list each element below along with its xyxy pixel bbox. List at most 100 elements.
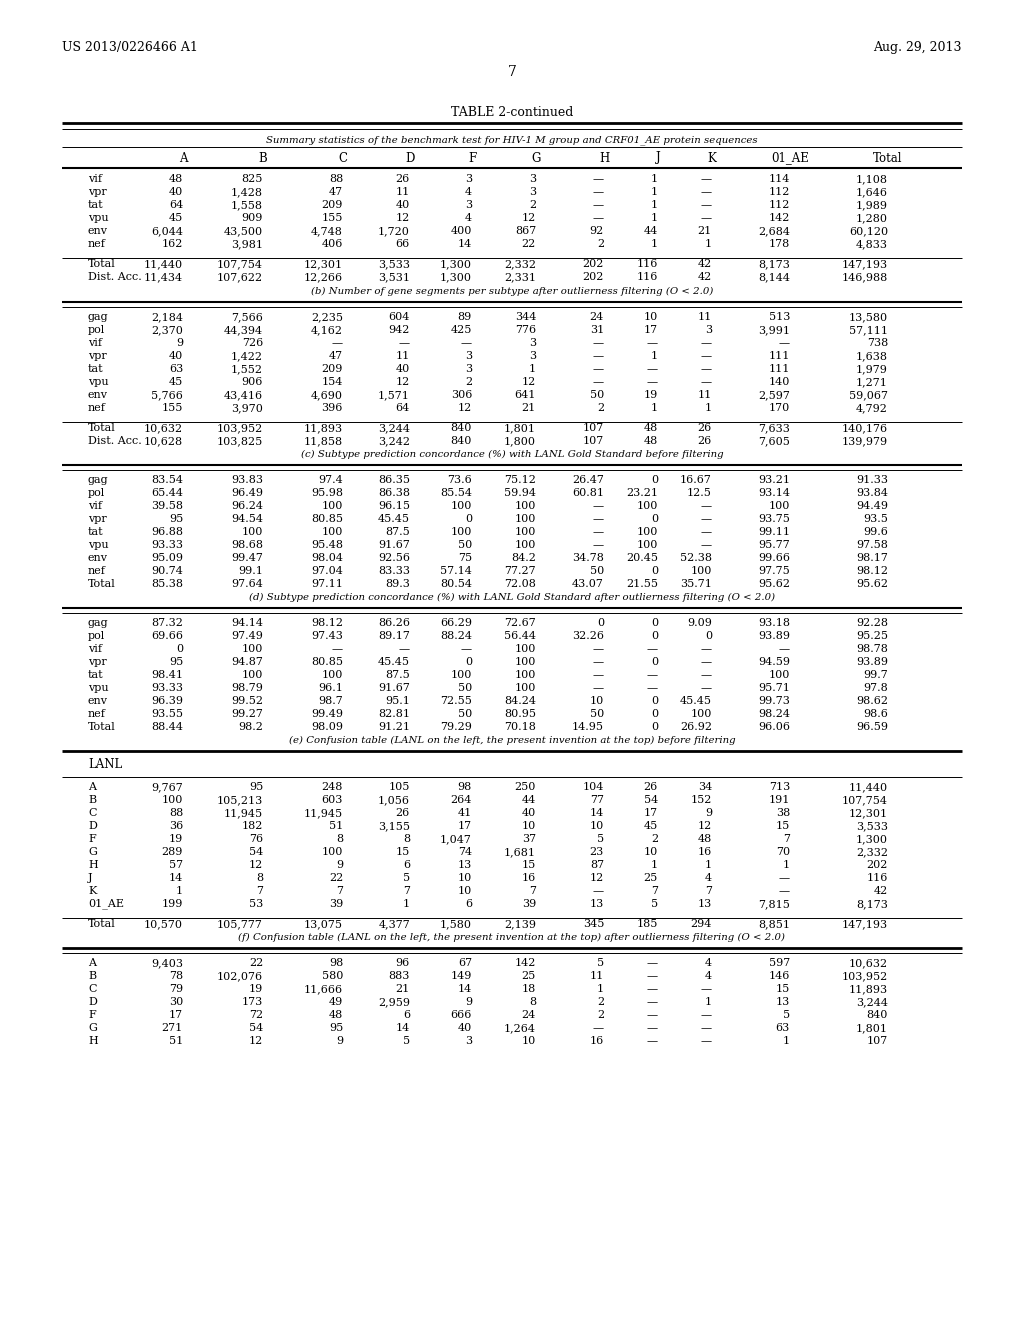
Text: —: — xyxy=(593,502,604,511)
Text: 97.04: 97.04 xyxy=(311,566,343,576)
Text: 2,370: 2,370 xyxy=(152,325,183,335)
Text: 97.75: 97.75 xyxy=(758,566,790,576)
Text: 98.12: 98.12 xyxy=(311,618,343,628)
Text: 294: 294 xyxy=(690,919,712,929)
Text: —: — xyxy=(399,338,410,348)
Text: 13: 13 xyxy=(697,899,712,909)
Text: 1,681: 1,681 xyxy=(504,847,536,857)
Text: 1: 1 xyxy=(651,201,658,210)
Text: vpr: vpr xyxy=(88,187,106,197)
Text: (c) Subtype prediction concordance (%) with LANL Gold Standard before filtering: (c) Subtype prediction concordance (%) w… xyxy=(301,449,723,458)
Text: 100: 100 xyxy=(515,540,536,550)
Text: 147,193: 147,193 xyxy=(842,919,888,929)
Text: 93.89: 93.89 xyxy=(856,657,888,667)
Text: 3,533: 3,533 xyxy=(856,821,888,832)
Text: 0: 0 xyxy=(705,631,712,642)
Text: 98: 98 xyxy=(329,958,343,968)
Text: 1,271: 1,271 xyxy=(856,378,888,387)
Text: 99.49: 99.49 xyxy=(311,709,343,719)
Text: —: — xyxy=(779,886,790,896)
Text: 170: 170 xyxy=(769,403,790,413)
Text: —: — xyxy=(593,338,604,348)
Text: —: — xyxy=(700,513,712,524)
Text: 5,766: 5,766 xyxy=(152,389,183,400)
Text: 47: 47 xyxy=(329,351,343,360)
Text: 140: 140 xyxy=(769,378,790,387)
Text: 105: 105 xyxy=(389,781,410,792)
Text: 94.87: 94.87 xyxy=(231,657,263,667)
Text: 107,754: 107,754 xyxy=(842,795,888,805)
Text: —: — xyxy=(700,1023,712,1034)
Text: 100: 100 xyxy=(242,527,263,537)
Text: C: C xyxy=(88,983,96,994)
Text: 93.5: 93.5 xyxy=(863,513,888,524)
Text: 116: 116 xyxy=(637,259,658,269)
Text: (e) Confusion table (LANL on the left, the present invention at the top) before : (e) Confusion table (LANL on the left, t… xyxy=(289,735,735,744)
Text: 39: 39 xyxy=(522,899,536,909)
Text: 10,570: 10,570 xyxy=(144,919,183,929)
Text: 95.62: 95.62 xyxy=(856,579,888,589)
Text: 9,403: 9,403 xyxy=(151,958,183,968)
Text: 97.64: 97.64 xyxy=(231,579,263,589)
Text: 114: 114 xyxy=(769,174,790,183)
Text: —: — xyxy=(647,378,658,387)
Text: 93.14: 93.14 xyxy=(758,488,790,498)
Text: 45: 45 xyxy=(169,378,183,387)
Text: 69.66: 69.66 xyxy=(151,631,183,642)
Text: 93.18: 93.18 xyxy=(758,618,790,628)
Text: —: — xyxy=(593,201,604,210)
Text: C: C xyxy=(88,808,96,818)
Text: 01_AE: 01_AE xyxy=(88,899,124,909)
Text: 98.09: 98.09 xyxy=(311,722,343,733)
Text: 666: 666 xyxy=(451,1010,472,1020)
Text: —: — xyxy=(700,682,712,693)
Text: 12,301: 12,301 xyxy=(304,259,343,269)
Text: 19: 19 xyxy=(644,389,658,400)
Text: 14: 14 xyxy=(458,239,472,249)
Text: 11,893: 11,893 xyxy=(849,983,888,994)
Text: J: J xyxy=(88,873,92,883)
Text: 89.17: 89.17 xyxy=(378,631,410,642)
Text: —: — xyxy=(399,644,410,653)
Text: 59,067: 59,067 xyxy=(849,389,888,400)
Text: —: — xyxy=(700,187,712,197)
Text: 96.59: 96.59 xyxy=(856,722,888,733)
Text: 98.24: 98.24 xyxy=(758,709,790,719)
Text: 12: 12 xyxy=(395,213,410,223)
Text: 98.2: 98.2 xyxy=(239,722,263,733)
Text: Aug. 29, 2013: Aug. 29, 2013 xyxy=(873,41,962,54)
Text: 11,440: 11,440 xyxy=(144,259,183,269)
Text: 99.73: 99.73 xyxy=(758,696,790,706)
Text: 17: 17 xyxy=(644,325,658,335)
Text: 70.18: 70.18 xyxy=(504,722,536,733)
Text: 13,580: 13,580 xyxy=(849,312,888,322)
Text: 21: 21 xyxy=(697,226,712,236)
Text: 95.62: 95.62 xyxy=(758,579,790,589)
Text: 112: 112 xyxy=(769,201,790,210)
Text: 43,416: 43,416 xyxy=(224,389,263,400)
Text: 75: 75 xyxy=(458,553,472,564)
Text: gag: gag xyxy=(88,312,109,322)
Text: 100: 100 xyxy=(515,527,536,537)
Text: 3: 3 xyxy=(465,364,472,374)
Text: 19: 19 xyxy=(169,834,183,843)
Text: 2,597: 2,597 xyxy=(758,389,790,400)
Text: 40: 40 xyxy=(522,808,536,818)
Text: env: env xyxy=(88,226,108,236)
Text: —: — xyxy=(593,187,604,197)
Text: 11,893: 11,893 xyxy=(304,422,343,433)
Text: 15: 15 xyxy=(522,861,536,870)
Text: vif: vif xyxy=(88,502,102,511)
Text: 44: 44 xyxy=(644,226,658,236)
Text: 59.94: 59.94 xyxy=(504,488,536,498)
Text: 57.14: 57.14 xyxy=(440,566,472,576)
Text: —: — xyxy=(647,1023,658,1034)
Text: 73.6: 73.6 xyxy=(447,475,472,484)
Text: H: H xyxy=(88,1036,97,1045)
Text: 95: 95 xyxy=(329,1023,343,1034)
Text: 35.71: 35.71 xyxy=(680,579,712,589)
Text: —: — xyxy=(647,1010,658,1020)
Text: —: — xyxy=(593,682,604,693)
Text: 52.38: 52.38 xyxy=(680,553,712,564)
Text: 56.44: 56.44 xyxy=(504,631,536,642)
